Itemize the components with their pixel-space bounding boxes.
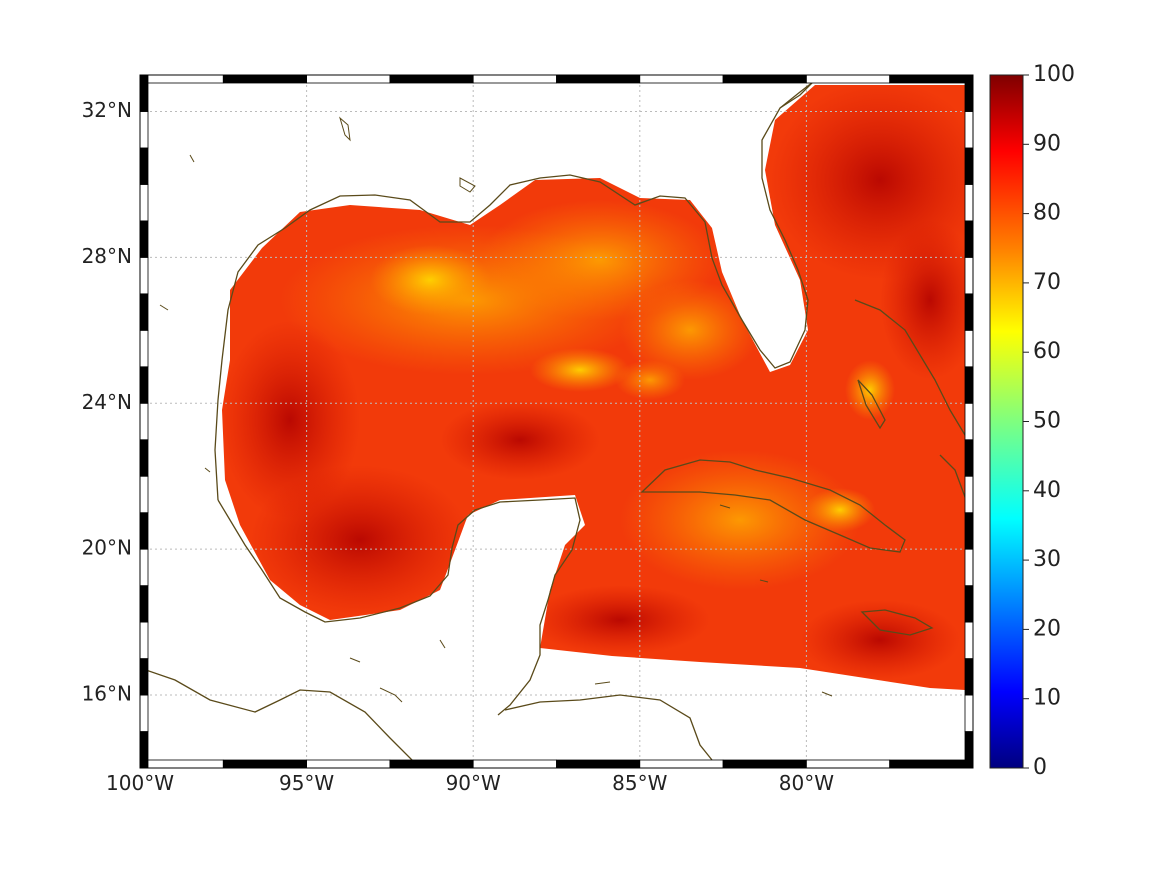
coastline-east-us [779, 79, 816, 109]
colorbar-label: 10 [1033, 686, 1061, 711]
map-border [139, 74, 974, 769]
border-segment [964, 184, 974, 222]
border-segment [139, 694, 149, 732]
border-segment [139, 402, 149, 441]
border-segment [306, 74, 391, 84]
latitude-label: 16°N [82, 682, 132, 706]
colorbar-label: 70 [1033, 270, 1061, 295]
border-segment [222, 74, 308, 84]
border-segment [556, 74, 641, 84]
border-segment [139, 658, 149, 696]
colorbar-label: 20 [1033, 616, 1061, 641]
map-area [140, 75, 973, 768]
colorbar-label: 50 [1033, 409, 1061, 434]
latitude-label: 20°N [82, 536, 132, 560]
border-segment [964, 74, 974, 112]
border-segment [139, 184, 149, 222]
border-segment [964, 731, 974, 769]
colorbar-label: 80 [1033, 201, 1061, 226]
border-segment [306, 759, 391, 769]
border-segment [139, 256, 149, 295]
border-segment [964, 439, 974, 477]
border-segment [139, 621, 149, 659]
border-segment [964, 694, 974, 732]
border-segment [964, 220, 974, 258]
coastline-central-america [140, 667, 421, 768]
border-segment [556, 759, 641, 769]
latitude-label: 24°N [82, 390, 132, 414]
colorbar-label: 40 [1033, 478, 1061, 503]
longitude-label: 85°W [612, 771, 667, 795]
colorbar-label: 100 [1033, 62, 1075, 87]
border-segment [472, 759, 557, 769]
coastline-honduras [504, 694, 713, 761]
border-segment [806, 74, 891, 84]
border-segment [472, 74, 557, 84]
border-segment [964, 329, 974, 368]
border-segment [964, 111, 974, 149]
longitude-label: 100°W [106, 771, 174, 795]
border-segment [139, 329, 149, 368]
border-segment [964, 585, 974, 623]
border-segment [964, 512, 974, 550]
latitude-label: 28°N [82, 244, 132, 268]
colorbar [989, 74, 1024, 769]
colorbar-label: 90 [1033, 131, 1061, 156]
longitude-label: 90°W [446, 771, 501, 795]
coastline-cuba [640, 459, 906, 553]
colorbar-label: 0 [1033, 755, 1047, 780]
border-segment [964, 621, 974, 659]
border-segment [139, 439, 149, 477]
border-segment [889, 759, 974, 769]
grid-lines [140, 75, 973, 768]
longitude-labels: 100°W 95°W 90°W 85°W 80°W [106, 771, 834, 795]
border-segment [964, 658, 974, 696]
border-segment [139, 366, 149, 404]
border-segment [139, 585, 149, 623]
latitude-labels: 32°N 28°N 24°N 20°N 16°N [82, 98, 132, 706]
border-segment [139, 111, 149, 149]
border-segment [722, 74, 807, 84]
longitude-label: 80°W [779, 771, 834, 795]
colorbar-label: 30 [1033, 547, 1061, 572]
colorbar-label: 60 [1033, 339, 1061, 364]
border-segment [964, 366, 974, 404]
border-segment [964, 256, 974, 295]
map-outline [139, 74, 974, 769]
border-segment [639, 759, 724, 769]
coastline-us-gulf [214, 75, 823, 501]
field-variations [222, 85, 965, 680]
border-segment [964, 475, 974, 514]
border-segment [964, 548, 974, 587]
latitude-label: 32°N [82, 98, 132, 122]
border-segment [639, 74, 724, 84]
coastline-jamaica [860, 609, 934, 636]
border-segment [722, 759, 807, 769]
border-segment [139, 759, 224, 769]
border-segment [139, 475, 149, 514]
border-segment [964, 147, 974, 185]
small-islands [159, 116, 833, 703]
border-segment [139, 731, 149, 769]
border-segment [964, 402, 974, 441]
border-segment [139, 74, 149, 112]
border-segment [389, 759, 474, 769]
border-segment [139, 74, 224, 84]
border-segment [139, 147, 149, 185]
border-segment [389, 74, 474, 84]
border-segment [806, 759, 891, 769]
border-segment [222, 759, 308, 769]
coastline-mexico [217, 497, 581, 716]
border-segment [139, 548, 149, 587]
border-segment [139, 512, 149, 550]
longitude-label: 95°W [279, 771, 334, 795]
coastlines [140, 75, 969, 768]
border-segment [139, 293, 149, 331]
border-segment [964, 293, 974, 331]
border-segment [889, 74, 974, 84]
border-segment [139, 220, 149, 258]
coastline-bahamas [854, 299, 969, 441]
